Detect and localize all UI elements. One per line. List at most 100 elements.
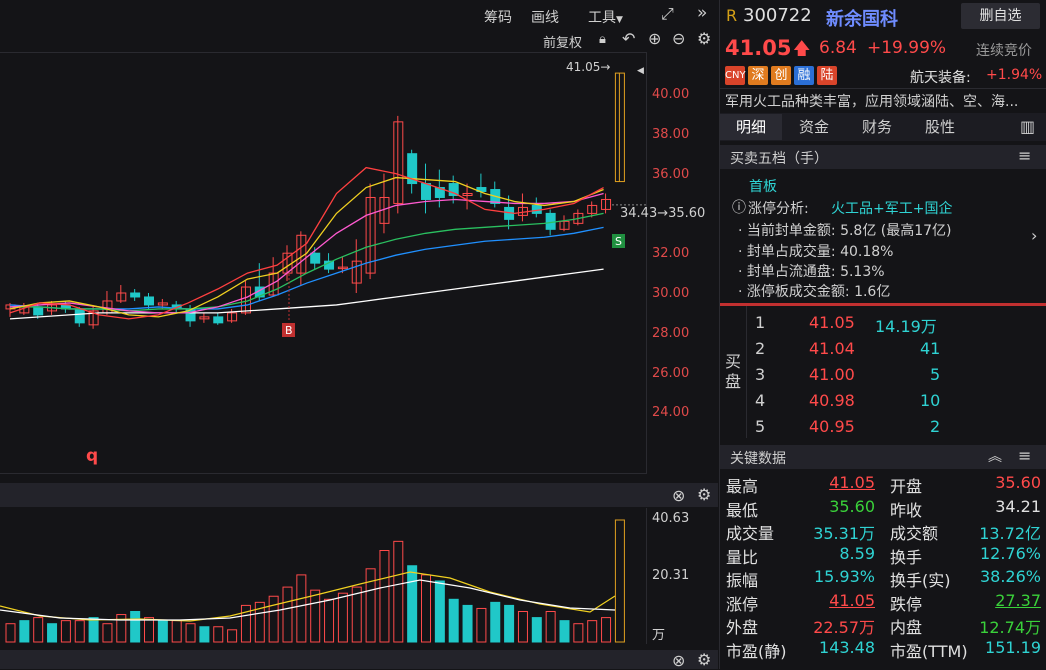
chevrons-right-icon[interactable]: » xyxy=(697,3,708,23)
keydata-label: 振幅 xyxy=(726,571,759,590)
candle-body xyxy=(268,272,279,296)
buy-marker[interactable] xyxy=(282,323,295,337)
stock-code: 300722 xyxy=(743,5,812,26)
candlestick-chart[interactable]: BS xyxy=(0,52,646,472)
volume-bar xyxy=(587,620,598,643)
limitup-concept[interactable]: 火工品+军工+国企 xyxy=(831,201,953,217)
close-icon[interactable]: ⊗ xyxy=(672,651,686,670)
volume-bar xyxy=(351,586,362,643)
bid-volume: 14.19万 xyxy=(875,317,937,336)
keydata-label: 成交量 xyxy=(726,524,775,543)
limitup-divider xyxy=(720,303,1046,306)
volume-bar xyxy=(88,617,99,643)
menu-icon[interactable]: ≡ xyxy=(1018,146,1032,165)
price-change: 6.84 xyxy=(819,38,857,58)
moving-average-line xyxy=(9,192,604,314)
zoom-in-icon[interactable]: ⊕ xyxy=(648,29,662,48)
volume-panel-header xyxy=(0,483,718,507)
zoom-out-icon[interactable]: ⊖ xyxy=(672,29,686,48)
volume-bar xyxy=(462,604,473,643)
tab-character[interactable]: 股性 xyxy=(924,118,955,136)
remove-watchlist-button[interactable]: 删自选 xyxy=(961,3,1040,29)
volume-bar xyxy=(517,611,528,643)
bid-volume: 5 xyxy=(930,365,941,384)
settings-icon[interactable]: ⚙ xyxy=(697,485,712,504)
keydata-label: 外盘 xyxy=(726,618,759,637)
volume-bar xyxy=(268,595,279,643)
dropdown-caret-icon: ▼ xyxy=(616,15,623,25)
keydata-value: 35.31万 xyxy=(813,524,875,543)
limitup-line: · 封单占成交量: 40.18% xyxy=(738,244,894,260)
sell-marker-label: S xyxy=(615,235,622,248)
volume-bar xyxy=(130,611,141,643)
keydata-label: 成交额 xyxy=(890,524,939,543)
volume-bar xyxy=(60,620,71,643)
tab-finance[interactable]: 财务 xyxy=(861,118,892,136)
limitup-line: · 封单占流通盘: 5.13% xyxy=(738,264,885,280)
keydata-label: 换手(实) xyxy=(890,571,951,590)
undo-icon[interactable]: ↶ xyxy=(622,29,636,48)
price-tick: 24.00 xyxy=(652,405,690,420)
collapse-icon[interactable]: ︽ xyxy=(988,449,1002,465)
bid-volume: 2 xyxy=(930,417,941,436)
price-tick: 36.00 xyxy=(652,167,690,182)
margin-tag: 融 xyxy=(794,66,814,85)
sector-name[interactable]: 航天装备: xyxy=(910,70,971,86)
volume-bar xyxy=(185,623,196,643)
candle-body xyxy=(33,306,44,316)
limitup-line: · 当前封单金额: 5.8亿 (最高17亿) xyxy=(738,223,952,239)
layout-icon[interactable]: ▥ xyxy=(1020,117,1036,136)
tab-detail[interactable]: 明细 xyxy=(720,114,782,140)
menu-icon[interactable]: ≡ xyxy=(1018,446,1032,465)
candle-body xyxy=(601,198,612,210)
moving-average-line xyxy=(9,268,604,320)
volume-bar xyxy=(74,620,85,643)
expand-icon[interactable]: ⤢ xyxy=(661,4,674,23)
volume-bar xyxy=(171,620,182,643)
moving-average-line xyxy=(10,212,604,312)
candle-body xyxy=(421,183,431,200)
keydata-value: 35.60 xyxy=(829,496,875,516)
market-tag: 深 xyxy=(748,66,768,85)
settings-icon[interactable]: ⚙ xyxy=(697,29,712,48)
orderbook-title: 买卖五档（手） xyxy=(730,151,828,167)
volume-tick: 20.31 xyxy=(652,568,690,583)
settings-icon[interactable]: ⚙ xyxy=(697,650,712,669)
volume-bar xyxy=(19,620,30,643)
stock-name[interactable]: 新余国科 xyxy=(826,9,898,30)
sell-marker[interactable] xyxy=(612,234,625,248)
candle-body xyxy=(545,212,556,230)
lock-icon[interactable]: 🔒︎ xyxy=(599,32,606,47)
keydata-label: 市盈(TTM) xyxy=(890,641,968,661)
close-icon[interactable]: ⊗ xyxy=(672,486,686,505)
candle-body xyxy=(227,312,238,322)
volume-bar xyxy=(47,623,58,643)
volume-bar xyxy=(365,568,376,643)
bid-price: 40.98 xyxy=(809,391,855,410)
volume-bar xyxy=(324,598,335,643)
candle-body xyxy=(434,187,445,198)
chevron-right-icon[interactable]: › xyxy=(1031,226,1038,245)
volume-chart[interactable] xyxy=(0,508,646,645)
draw-line-button[interactable]: 画线 xyxy=(531,10,559,26)
moving-average-line xyxy=(9,226,604,310)
chips-button[interactable]: 筹码 xyxy=(484,10,512,26)
keydata-label: 换手 xyxy=(890,547,923,567)
candle-body xyxy=(462,193,473,196)
volume-bar xyxy=(227,629,238,643)
bid-level: 2 xyxy=(755,339,766,358)
candle-body xyxy=(254,286,265,298)
candle-body xyxy=(74,308,85,324)
tools-menu-button[interactable]: 工具▼ xyxy=(588,7,623,27)
candle-body xyxy=(157,302,168,306)
candle-body xyxy=(144,296,154,306)
price-tick: 32.00 xyxy=(652,246,690,261)
keydata-value: 143.48 xyxy=(819,637,875,657)
bid-price: 41.04 xyxy=(809,339,855,358)
candle-body xyxy=(337,266,348,270)
forward-adjust-button[interactable]: 前复权 xyxy=(543,36,583,51)
tab-funds[interactable]: 资金 xyxy=(798,118,829,136)
candle-body xyxy=(116,292,127,302)
price-tick: 30.00 xyxy=(652,286,690,301)
